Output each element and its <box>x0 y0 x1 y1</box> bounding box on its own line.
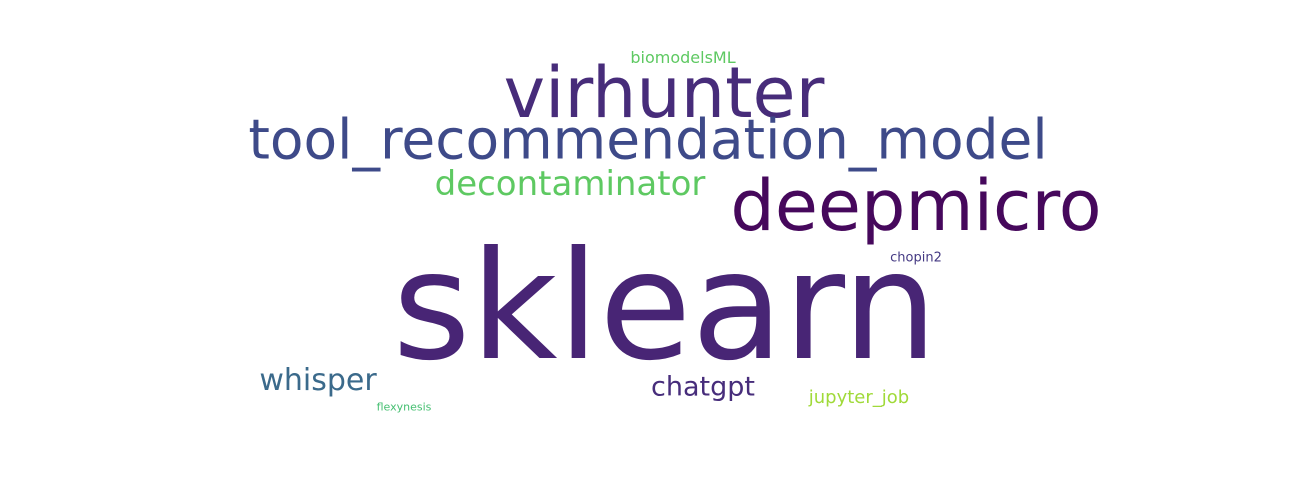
word-tool-recommendation-model: tool_recommendation_model <box>248 107 1048 172</box>
word-biomodelsml: biomodelsML <box>630 48 736 67</box>
word-flexynesis: flexynesis <box>376 400 432 414</box>
word-virhunter: virhunter <box>503 52 825 134</box>
word-chopin2: chopin2 <box>890 250 942 266</box>
word-deepmicro: deepmicro <box>730 165 1102 247</box>
word-sklearn: sklearn <box>392 220 938 394</box>
word-jupyter-job: jupyter_job <box>808 387 910 408</box>
word-chatgpt: chatgpt <box>651 371 755 403</box>
word-whisper: whisper <box>259 363 377 398</box>
word-decontaminator: decontaminator <box>434 164 706 204</box>
